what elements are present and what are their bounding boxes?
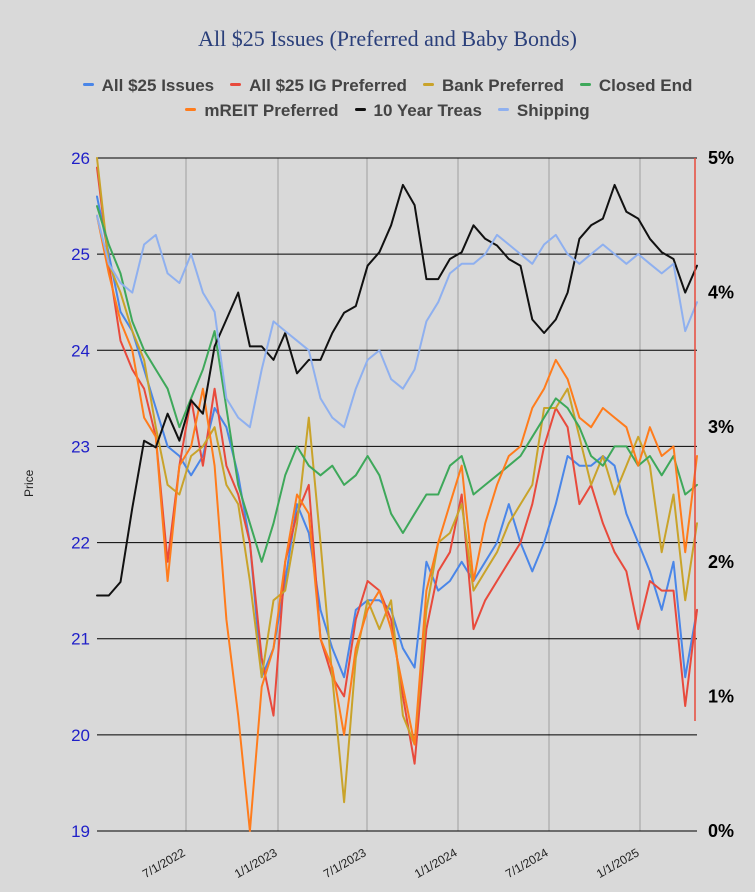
series-line-10-year-treas <box>96 183 698 597</box>
series-line-closed-end <box>96 205 698 563</box>
legend-item: 10 Year Treas <box>354 101 482 121</box>
y-right-tick-label: 5% <box>708 148 734 168</box>
y-left-tick-label: 19 <box>71 822 90 841</box>
x-tick-label: 7/1/2024 <box>503 845 551 881</box>
legend-item: Closed End <box>579 76 693 96</box>
legend-item: mREIT Preferred <box>185 101 339 121</box>
legend-swatch <box>422 83 434 87</box>
chart-title: All $25 Issues (Preferred and Baby Bonds… <box>198 26 577 51</box>
x-tick-label: 1/1/2024 <box>412 845 460 881</box>
series-line-shipping <box>96 214 698 429</box>
legend-swatch <box>354 108 366 112</box>
legend-label: Bank Preferred <box>441 76 564 95</box>
legend-swatch <box>82 83 94 87</box>
legend-swatch <box>230 83 242 87</box>
x-tick-label: 1/1/2023 <box>232 845 280 881</box>
legend-swatch <box>185 108 197 112</box>
legend-swatch <box>497 108 509 112</box>
y-right-tick-label: 3% <box>708 417 734 437</box>
y-right-tick-label: 4% <box>708 283 734 303</box>
legend-row-1: All $25 Issues All $25 IG Preferred Bank P… <box>0 76 755 96</box>
plot-area <box>97 158 697 831</box>
y-left-tick-label: 26 <box>71 149 90 168</box>
legend-item: All $25 IG Preferred <box>230 76 407 96</box>
legend-item: Shipping <box>497 101 590 121</box>
y-right-tick-label: 1% <box>708 686 734 706</box>
legend-item: All $25 Issues <box>82 76 215 96</box>
legend-item: Bank Preferred <box>422 76 564 96</box>
legend-label: All $25 Issues <box>101 76 215 95</box>
legend-label: Closed End <box>598 76 693 95</box>
legend-label: 10 Year Treas <box>373 101 482 120</box>
y-right-tick-label: 0% <box>708 821 734 841</box>
series-line-mreit-preferred <box>96 214 698 832</box>
y-left-tick-label: 23 <box>71 437 90 456</box>
y-left-tick-label: 20 <box>71 726 90 745</box>
x-tick-label: 1/1/2025 <box>594 845 642 881</box>
y-left-tick-label: 24 <box>71 341 90 360</box>
y-left-tick-label: 21 <box>71 630 90 649</box>
x-tick-label: 7/1/2022 <box>140 845 188 881</box>
legend-row-2: mREIT Preferred 10 Year Treas Shipping <box>0 101 755 121</box>
legend-label: Shipping <box>516 101 590 120</box>
legend-label: All $25 IG Preferred <box>249 76 407 95</box>
x-tick-label: 7/1/2023 <box>321 845 369 881</box>
y-right-tick-label: 2% <box>708 552 734 572</box>
legend-swatch <box>579 83 591 87</box>
legend-label: mREIT Preferred <box>204 101 339 120</box>
y-left-tick-label: 25 <box>71 245 90 264</box>
y-left-tick-label: 22 <box>71 534 90 553</box>
